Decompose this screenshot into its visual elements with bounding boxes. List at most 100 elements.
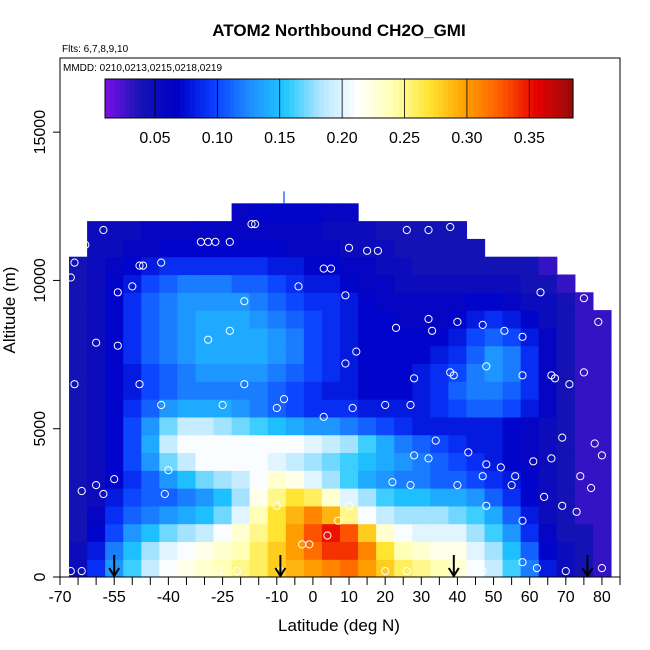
heatmap-cell bbox=[267, 363, 287, 382]
heatmap-cell bbox=[556, 327, 576, 347]
heatmap-cell bbox=[412, 256, 431, 276]
heatmap-cell bbox=[430, 488, 449, 507]
heatmap-cell bbox=[69, 488, 88, 507]
heatmap-cell bbox=[105, 505, 124, 525]
heatmap-cell bbox=[159, 310, 179, 329]
heatmap-cell bbox=[466, 256, 486, 276]
observation-point bbox=[323, 531, 332, 540]
heatmap-cell bbox=[592, 434, 612, 454]
heatmap-cell bbox=[376, 470, 395, 489]
heatmap-cell bbox=[466, 292, 486, 311]
heatmap-cell bbox=[502, 416, 522, 436]
heatmap-cell bbox=[177, 434, 197, 454]
colorbar-segment bbox=[533, 79, 539, 118]
observation-point bbox=[344, 243, 354, 252]
heatmap-cell bbox=[466, 505, 486, 525]
x-tick-label: 10 bbox=[340, 589, 358, 606]
heatmap-cell bbox=[123, 399, 142, 418]
heatmap-cell bbox=[448, 310, 468, 329]
heatmap-cell bbox=[105, 363, 124, 382]
heatmap-cell bbox=[231, 541, 251, 560]
heatmap-cell bbox=[177, 238, 197, 258]
observation-point bbox=[558, 501, 567, 510]
heatmap-cell bbox=[231, 310, 251, 329]
heatmap-cell bbox=[358, 523, 377, 543]
heatmap-cell bbox=[285, 256, 305, 276]
heatmap-cell bbox=[231, 221, 251, 240]
colorbar-segment bbox=[473, 79, 480, 118]
heatmap-cell bbox=[159, 523, 179, 543]
heatmap-cell bbox=[430, 541, 449, 560]
observation-point bbox=[424, 314, 433, 324]
heatmap-cell bbox=[69, 363, 88, 382]
heatmap-cell bbox=[448, 399, 468, 418]
heatmap-cell bbox=[159, 434, 179, 454]
heatmap-cell bbox=[340, 434, 359, 454]
heatmap-cell bbox=[412, 470, 431, 489]
x-tick-label: 60 bbox=[521, 589, 539, 606]
heatmap-cell bbox=[141, 381, 160, 400]
heatmap-cell bbox=[105, 292, 124, 311]
heatmap-cell bbox=[249, 238, 269, 258]
heatmap-cell bbox=[69, 274, 88, 293]
heatmap-cell bbox=[231, 238, 251, 258]
heatmap-cell bbox=[141, 345, 160, 365]
heatmap-cell bbox=[195, 363, 215, 382]
heatmap-cell bbox=[285, 505, 305, 525]
heatmap-cell bbox=[213, 292, 233, 311]
observation-point bbox=[204, 335, 213, 344]
heatmap-cell bbox=[177, 541, 197, 560]
heatmap-cell bbox=[592, 310, 612, 329]
heatmap-cell bbox=[358, 541, 377, 560]
heatmap-cell bbox=[231, 452, 251, 471]
heatmap-cell bbox=[159, 363, 179, 382]
heatmap-cell bbox=[285, 434, 305, 454]
heatmap-cell bbox=[267, 523, 287, 543]
heatmap-cell bbox=[195, 345, 215, 365]
heatmap-cell bbox=[358, 292, 377, 311]
heatmap-cell bbox=[213, 345, 233, 365]
heatmap-cell bbox=[484, 541, 504, 560]
observation-point bbox=[92, 338, 101, 347]
colorbar-segment bbox=[498, 79, 504, 118]
heatmap-cell bbox=[177, 381, 197, 400]
heatmap-cell bbox=[69, 505, 88, 525]
observation-point bbox=[218, 400, 227, 410]
heatmap-cell bbox=[502, 523, 522, 543]
heatmap-cell bbox=[87, 381, 106, 400]
heatmap-cell bbox=[87, 505, 106, 525]
x-axis: -70 -55 -40 -25 -10 0 10 20 30 40 50 60 70 80 bbox=[48, 577, 621, 606]
colorbar-tick-label: 0.05 bbox=[139, 130, 170, 147]
heatmap-cell bbox=[285, 470, 305, 489]
heatmap-cell bbox=[430, 452, 449, 471]
heatmap-cell bbox=[520, 470, 540, 489]
heatmap-cell bbox=[213, 310, 233, 329]
heatmap-cell bbox=[303, 523, 323, 543]
heatmap-cell bbox=[231, 434, 251, 454]
heatmap-cell bbox=[195, 221, 215, 240]
heatmap-cell bbox=[195, 274, 215, 293]
heatmap-cell bbox=[358, 488, 377, 507]
heatmap-cell bbox=[303, 274, 323, 293]
heatmap-cell bbox=[430, 345, 449, 365]
heatmap-cell bbox=[267, 203, 287, 222]
heatmap-cell bbox=[177, 274, 197, 293]
heatmap-cell bbox=[412, 399, 431, 418]
heatmap-cell bbox=[466, 310, 486, 329]
heatmap-cell bbox=[321, 488, 341, 507]
heatmap-cell bbox=[340, 310, 359, 329]
heatmap-cell bbox=[502, 363, 522, 382]
colorbar-segment bbox=[363, 79, 370, 118]
heatmap-cell bbox=[105, 399, 124, 418]
heatmap-cell bbox=[123, 292, 142, 311]
heatmap-cell bbox=[303, 327, 323, 347]
heatmap-cell bbox=[466, 541, 486, 560]
heatmap-cell bbox=[123, 541, 142, 560]
observation-point bbox=[550, 374, 560, 383]
heatmap-cell bbox=[321, 434, 341, 454]
observation-point bbox=[348, 403, 357, 413]
heatmap-cell bbox=[267, 274, 287, 293]
heatmap-cell bbox=[177, 399, 197, 418]
heatmap-cell bbox=[87, 470, 106, 489]
heatmap-cell bbox=[592, 541, 612, 560]
